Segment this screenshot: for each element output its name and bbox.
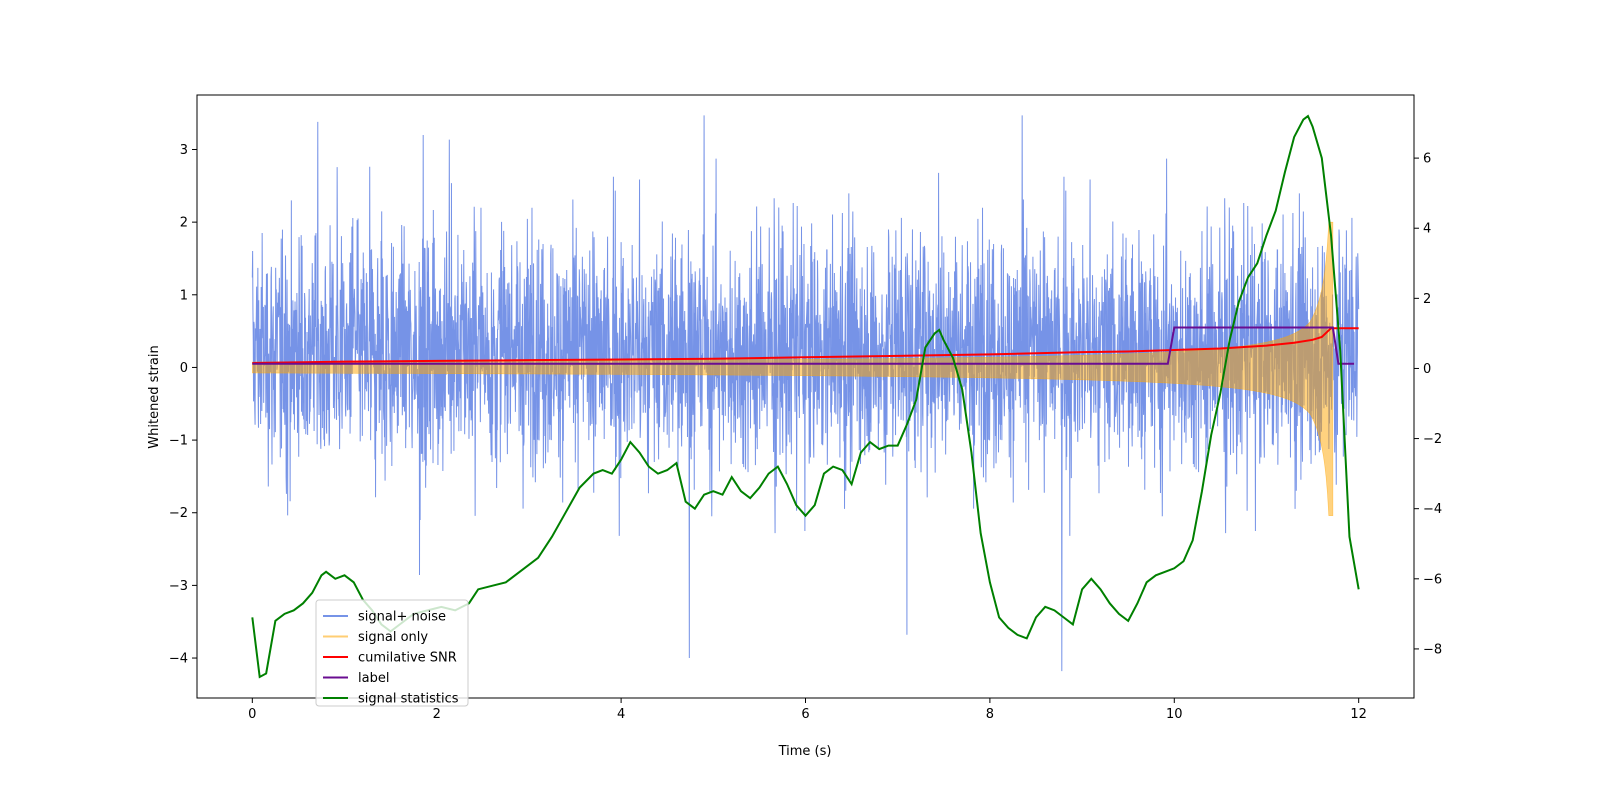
y-axis-right: −8 −6 −4 −2 0 2 4 6 — [1414, 152, 1442, 657]
y-tick-label: 1 — [180, 288, 188, 303]
signal-noise-series-line — [251, 115, 1360, 672]
x-tick-label: 10 — [1166, 707, 1183, 722]
legend-label-cumulative-snr: cumilative SNR — [358, 651, 457, 666]
y2-tick-label: −4 — [1423, 502, 1442, 517]
x-axis: 0 2 4 6 8 10 12 — [248, 698, 1367, 722]
y-tick-label: −3 — [169, 579, 188, 594]
x-tick-label: 8 — [986, 707, 994, 722]
y-tick-label: −4 — [169, 652, 188, 667]
legend: signal+ noise signal only cumilative SNR la… — [315, 599, 469, 707]
y-tick-label: 2 — [180, 216, 188, 231]
y-axis-label: Whitened strain — [147, 345, 162, 448]
y2-tick-label: 0 — [1423, 362, 1431, 377]
cumulative-snr-series-line — [252, 327, 1359, 365]
legend-label-signal-only: signal only — [358, 630, 428, 645]
legend-label-signal-statistics: signal statistics — [358, 692, 459, 707]
y2-tick-label: −6 — [1423, 572, 1442, 587]
y2-tick-label: −2 — [1423, 432, 1442, 447]
legend-label-signal-noise: signal+ noise — [358, 610, 446, 625]
y2-tick-label: 6 — [1423, 152, 1431, 167]
x-tick-label: 0 — [248, 707, 256, 722]
y-tick-label: 3 — [180, 143, 188, 158]
y-tick-label: 0 — [180, 361, 188, 376]
y2-tick-label: 2 — [1423, 292, 1431, 307]
y2-tick-label: 4 — [1423, 222, 1431, 237]
y-axis-left: −4 −3 −2 −1 0 1 2 3 — [169, 143, 197, 667]
x-tick-label: 4 — [617, 707, 625, 722]
legend-label-label: label — [358, 671, 389, 686]
y2-tick-label: −8 — [1423, 642, 1442, 657]
x-tick-label: 12 — [1350, 707, 1367, 722]
x-axis-label: Time (s) — [778, 744, 832, 759]
x-tick-label: 2 — [433, 707, 441, 722]
y-tick-label: −1 — [169, 434, 188, 449]
x-tick-label: 6 — [801, 707, 809, 722]
y-tick-label: −2 — [169, 506, 188, 521]
signal-only-series-line — [252, 221, 1334, 516]
legend-box — [315, 599, 469, 707]
